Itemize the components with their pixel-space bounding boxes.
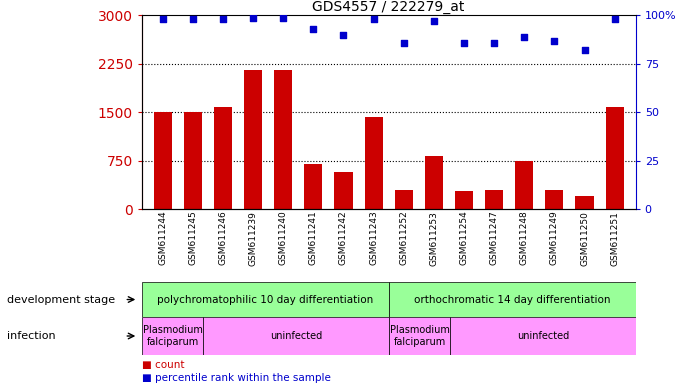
Point <box>218 16 229 22</box>
Bar <box>545 190 563 209</box>
Point <box>338 32 349 38</box>
Text: infection: infection <box>7 331 55 341</box>
Point <box>398 40 409 46</box>
Point <box>247 15 258 22</box>
Bar <box>214 107 232 209</box>
Text: orthochromatic 14 day differentiation: orthochromatic 14 day differentiation <box>414 295 610 305</box>
Point <box>187 16 198 22</box>
Bar <box>244 70 262 209</box>
Bar <box>425 156 443 209</box>
Point <box>519 34 530 40</box>
Bar <box>455 191 473 209</box>
Text: ■ percentile rank within the sample: ■ percentile rank within the sample <box>142 373 330 383</box>
Bar <box>485 190 503 209</box>
Bar <box>388 282 636 317</box>
Bar <box>274 70 292 209</box>
Bar <box>184 112 202 209</box>
Text: uninfected: uninfected <box>270 331 322 341</box>
Bar <box>388 317 451 355</box>
Text: Plasmodium
falciparum: Plasmodium falciparum <box>390 325 450 347</box>
Point <box>609 16 620 22</box>
Text: ■ count: ■ count <box>142 360 184 370</box>
Point <box>458 40 469 46</box>
Text: polychromatophilic 10 day differentiation: polychromatophilic 10 day differentiatio… <box>157 295 373 305</box>
Bar <box>142 282 388 317</box>
Bar <box>142 317 203 355</box>
Bar <box>203 317 388 355</box>
Bar <box>451 317 636 355</box>
Text: development stage: development stage <box>7 295 115 305</box>
Point <box>489 40 500 46</box>
Point <box>579 47 590 53</box>
Title: GDS4557 / 222279_at: GDS4557 / 222279_at <box>312 0 465 14</box>
Bar <box>334 172 352 209</box>
Bar <box>365 117 383 209</box>
Text: Plasmodium
falciparum: Plasmodium falciparum <box>142 325 202 347</box>
Bar <box>304 164 323 209</box>
Point <box>278 15 289 22</box>
Point <box>158 16 169 22</box>
Bar <box>576 196 594 209</box>
Point <box>308 26 319 32</box>
Bar <box>605 106 624 209</box>
Bar <box>395 190 413 209</box>
Text: uninfected: uninfected <box>517 331 569 341</box>
Bar <box>153 113 172 209</box>
Point <box>549 38 560 44</box>
Point <box>368 16 379 22</box>
Bar <box>515 161 533 209</box>
Point <box>428 18 439 24</box>
